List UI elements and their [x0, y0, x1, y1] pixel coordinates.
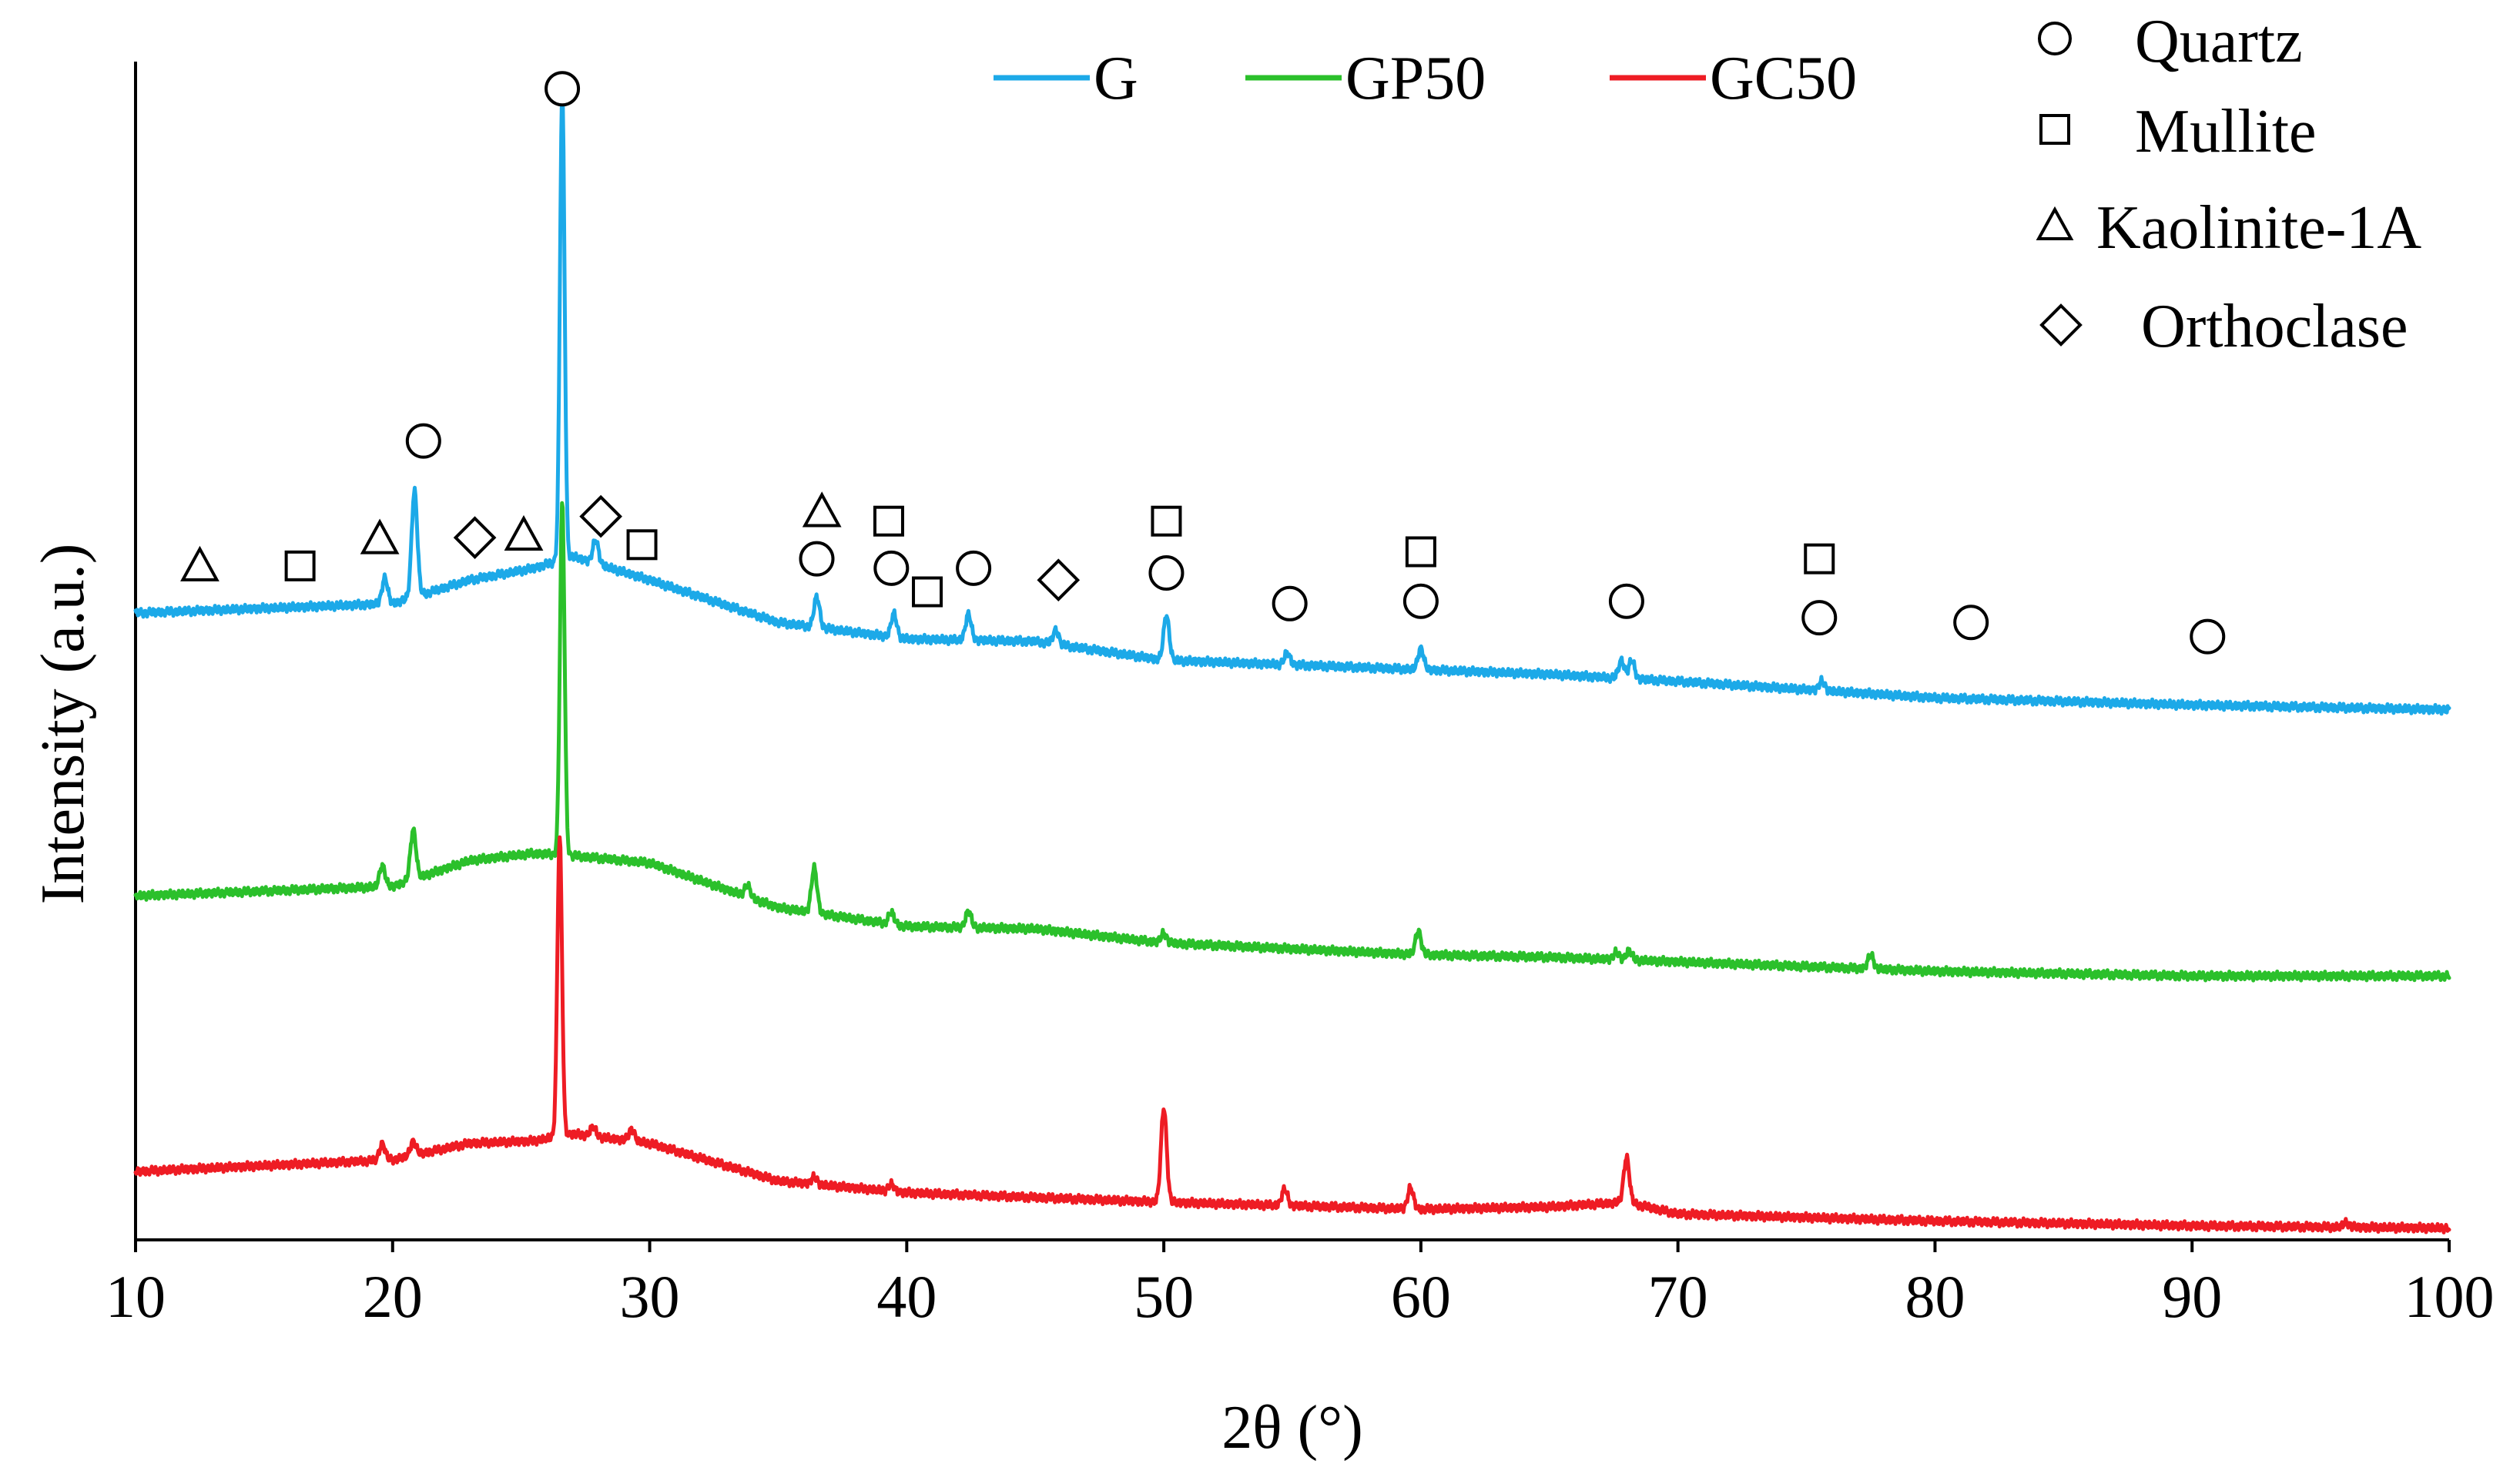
phase-marker-circle-21: [1608, 583, 1644, 619]
phase-legend-label-orthoclase: Orthoclase: [2141, 293, 2408, 360]
phase-marker-circle-17: [1148, 555, 1185, 591]
x-tick-label-30: 30: [620, 1263, 680, 1330]
series-line-gp50: [133, 501, 2451, 983]
legend-label-gc50: GC50: [1710, 45, 1857, 112]
phase-marker-circle-20: [1402, 583, 1439, 619]
series-line-g: [133, 88, 2451, 716]
phase-legend-triangle-icon: [2036, 206, 2074, 240]
phase-marker-square-16: [1151, 505, 1182, 537]
phase-marker-square-11: [873, 505, 904, 537]
x-tick-label-80: 80: [1905, 1263, 1965, 1330]
phase-marker-triangle-2: [360, 518, 400, 554]
phase-legend-square-icon: [2039, 114, 2070, 145]
phase-marker-square-22: [1804, 543, 1835, 575]
x-tick-label-90: 90: [2162, 1263, 2222, 1330]
phase-markers: [180, 71, 2226, 655]
x-tick-label-20: 20: [363, 1263, 423, 1330]
phase-marker-circle-23: [1801, 600, 1838, 636]
legend-label-gp50: GP50: [1345, 45, 1486, 112]
phase-legend-label-quartz: Quartz: [2135, 8, 2303, 75]
phase-marker-circle-25: [2190, 618, 2226, 655]
legend-label-g: G: [1094, 45, 1138, 112]
phase-marker-square-13: [912, 576, 943, 608]
x-tick-label-50: 50: [1134, 1263, 1194, 1330]
x-ticks: 10 20 30 40 50 60 70 80 90 100: [106, 1240, 2495, 1330]
x-tick-label-100: 100: [2404, 1263, 2495, 1330]
phase-marker-circle-18: [1272, 585, 1308, 621]
series-line-gc50: [133, 835, 2451, 1234]
plot-area: 10 20 30 40 50 60 70 80 90 100: [106, 62, 2495, 1330]
x-tick-label-40: 40: [876, 1263, 937, 1330]
x-tick-label-70: 70: [1648, 1263, 1708, 1330]
phase-marker-circle-3: [405, 423, 441, 459]
phase-marker-circle-6: [545, 71, 581, 107]
phase-legend: Quartz Mullite Kaolinite-1A Orthoclase: [2036, 8, 2421, 360]
phase-marker-diamond-4: [453, 516, 497, 559]
phase-marker-square-1: [284, 550, 316, 581]
phase-marker-circle-24: [1953, 605, 1989, 641]
phase-marker-square-19: [1405, 536, 1436, 568]
phase-marker-circle-12: [873, 550, 910, 586]
x-tick-label-10: 10: [106, 1263, 166, 1330]
phase-legend-label-kaolinite: Kaolinite-1A: [2096, 194, 2421, 262]
x-axis-label: 2θ (°): [1221, 1394, 1363, 1462]
phase-legend-label-mullite: Mullite: [2135, 98, 2317, 166]
phase-marker-triangle-9: [802, 491, 842, 528]
phase-marker-circle-10: [799, 541, 835, 577]
phase-marker-triangle-0: [180, 545, 219, 581]
series-legend: G GP50 GC50: [994, 45, 1857, 112]
phase-marker-triangle-5: [504, 514, 544, 551]
phase-marker-diamond-7: [579, 494, 622, 538]
phase-marker-circle-14: [956, 550, 992, 586]
y-axis-label: Intensity (a.u.): [29, 544, 97, 905]
phase-marker-diamond-15: [1037, 558, 1081, 602]
x-tick-label-60: 60: [1391, 1263, 1451, 1330]
traces: [133, 88, 2451, 1234]
phase-legend-circle-icon: [2038, 22, 2072, 55]
phase-legend-diamond-icon: [2039, 303, 2083, 347]
phase-marker-square-8: [626, 529, 658, 561]
